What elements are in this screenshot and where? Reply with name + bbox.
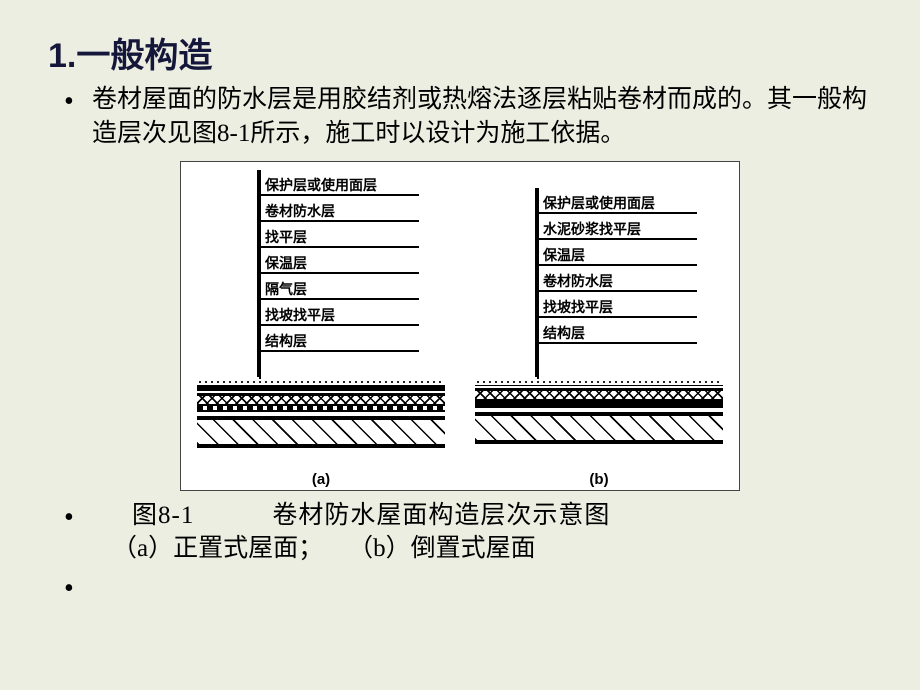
layer-label-text: 找坡找平层 [543,299,613,315]
layer-label-text: 卷材防水层 [265,203,335,219]
cross-section-layer [197,410,445,418]
layer-label: 找坡找平层 [259,300,445,326]
layer-label-text: 结构层 [543,325,585,341]
layer-label: 保护层或使用面层 [259,170,445,196]
layer-label-text: 水泥砂浆找平层 [543,221,641,237]
layer-label: 保温层 [259,248,445,274]
layer-label: 水泥砂浆找平层 [537,214,723,240]
empty-bullet [92,570,872,604]
layer-label: 结构层 [259,326,445,352]
layer-label: 卷材防水层 [537,266,723,292]
subfigure-a: 保护层或使用面层卷材防水层找平层保温层隔气层找坡找平层结构层 (a) [197,170,445,488]
layer-label: 保护层或使用面层 [537,188,723,214]
cross-section-layer [475,389,723,401]
cross-section-layer [475,406,723,414]
layer-label: 保温层 [537,240,723,266]
bullet-intro: 卷材屋面的防水层是用胶结剂或热熔法逐层粘贴卷材而成的。其一般构造层次见图8-1所… [92,83,872,151]
layer-label-text: 找坡找平层 [265,307,335,323]
slide: 1.一般构造 卷材屋面的防水层是用胶结剂或热熔法逐层粘贴卷材而成的。其一般构造层… [0,0,920,690]
subfigure-b: 保护层或使用面层水泥砂浆找平层保温层卷材防水层找坡找平层结构层 (b) [475,170,723,488]
layer-label-text: 找平层 [265,229,307,245]
labels-a: 保护层或使用面层卷材防水层找平层保温层隔气层找坡找平层结构层 [257,170,445,377]
layer-label-text: 保护层或使用面层 [543,195,655,211]
layer-label-text: 保护层或使用面层 [265,177,377,193]
figure-8-1: 保护层或使用面层卷材防水层找平层保温层隔气层找坡找平层结构层 (a) 保护层或使… [180,161,740,491]
caption-line-1: 图8-1 卷材防水屋面构造层次示意图 （a）正置式屋面； （b）倒置式屋面 [92,499,872,567]
layer-label: 找坡找平层 [537,292,723,318]
cross-section-layer [197,394,445,406]
layer-label-text: 隔气层 [265,281,307,297]
layer-label-text: 结构层 [265,333,307,349]
layer-label: 卷材防水层 [259,196,445,222]
layer-label-text: 保温层 [543,247,585,263]
caption-a: (a) [197,469,445,488]
layer-label: 找平层 [259,222,445,248]
caption-b: (b) [475,469,723,488]
layer-label-text: 保温层 [265,255,307,271]
stack-b [475,379,723,469]
stack-a [197,379,445,469]
layer-label: 隔气层 [259,274,445,300]
layer-label: 结构层 [537,318,723,344]
cross-section-layer [197,418,445,448]
bullet-list: 卷材屋面的防水层是用胶结剂或热熔法逐层粘贴卷材而成的。其一般构造层次见图8-1所… [48,83,872,151]
caption-list: 图8-1 卷材防水屋面构造层次示意图 （a）正置式屋面； （b）倒置式屋面 [48,499,872,604]
caption-line-2-text: （a）正置式屋面； （b）倒置式屋面 [92,535,536,562]
layer-label-text: 卷材防水层 [543,273,613,289]
caption-line-1-text: 图8-1 卷材防水屋面构造层次示意图 [92,502,610,529]
cross-section-layer [475,414,723,444]
labels-b: 保护层或使用面层水泥砂浆找平层保温层卷材防水层找坡找平层结构层 [535,188,723,377]
slide-heading: 1.一般构造 [48,28,872,77]
